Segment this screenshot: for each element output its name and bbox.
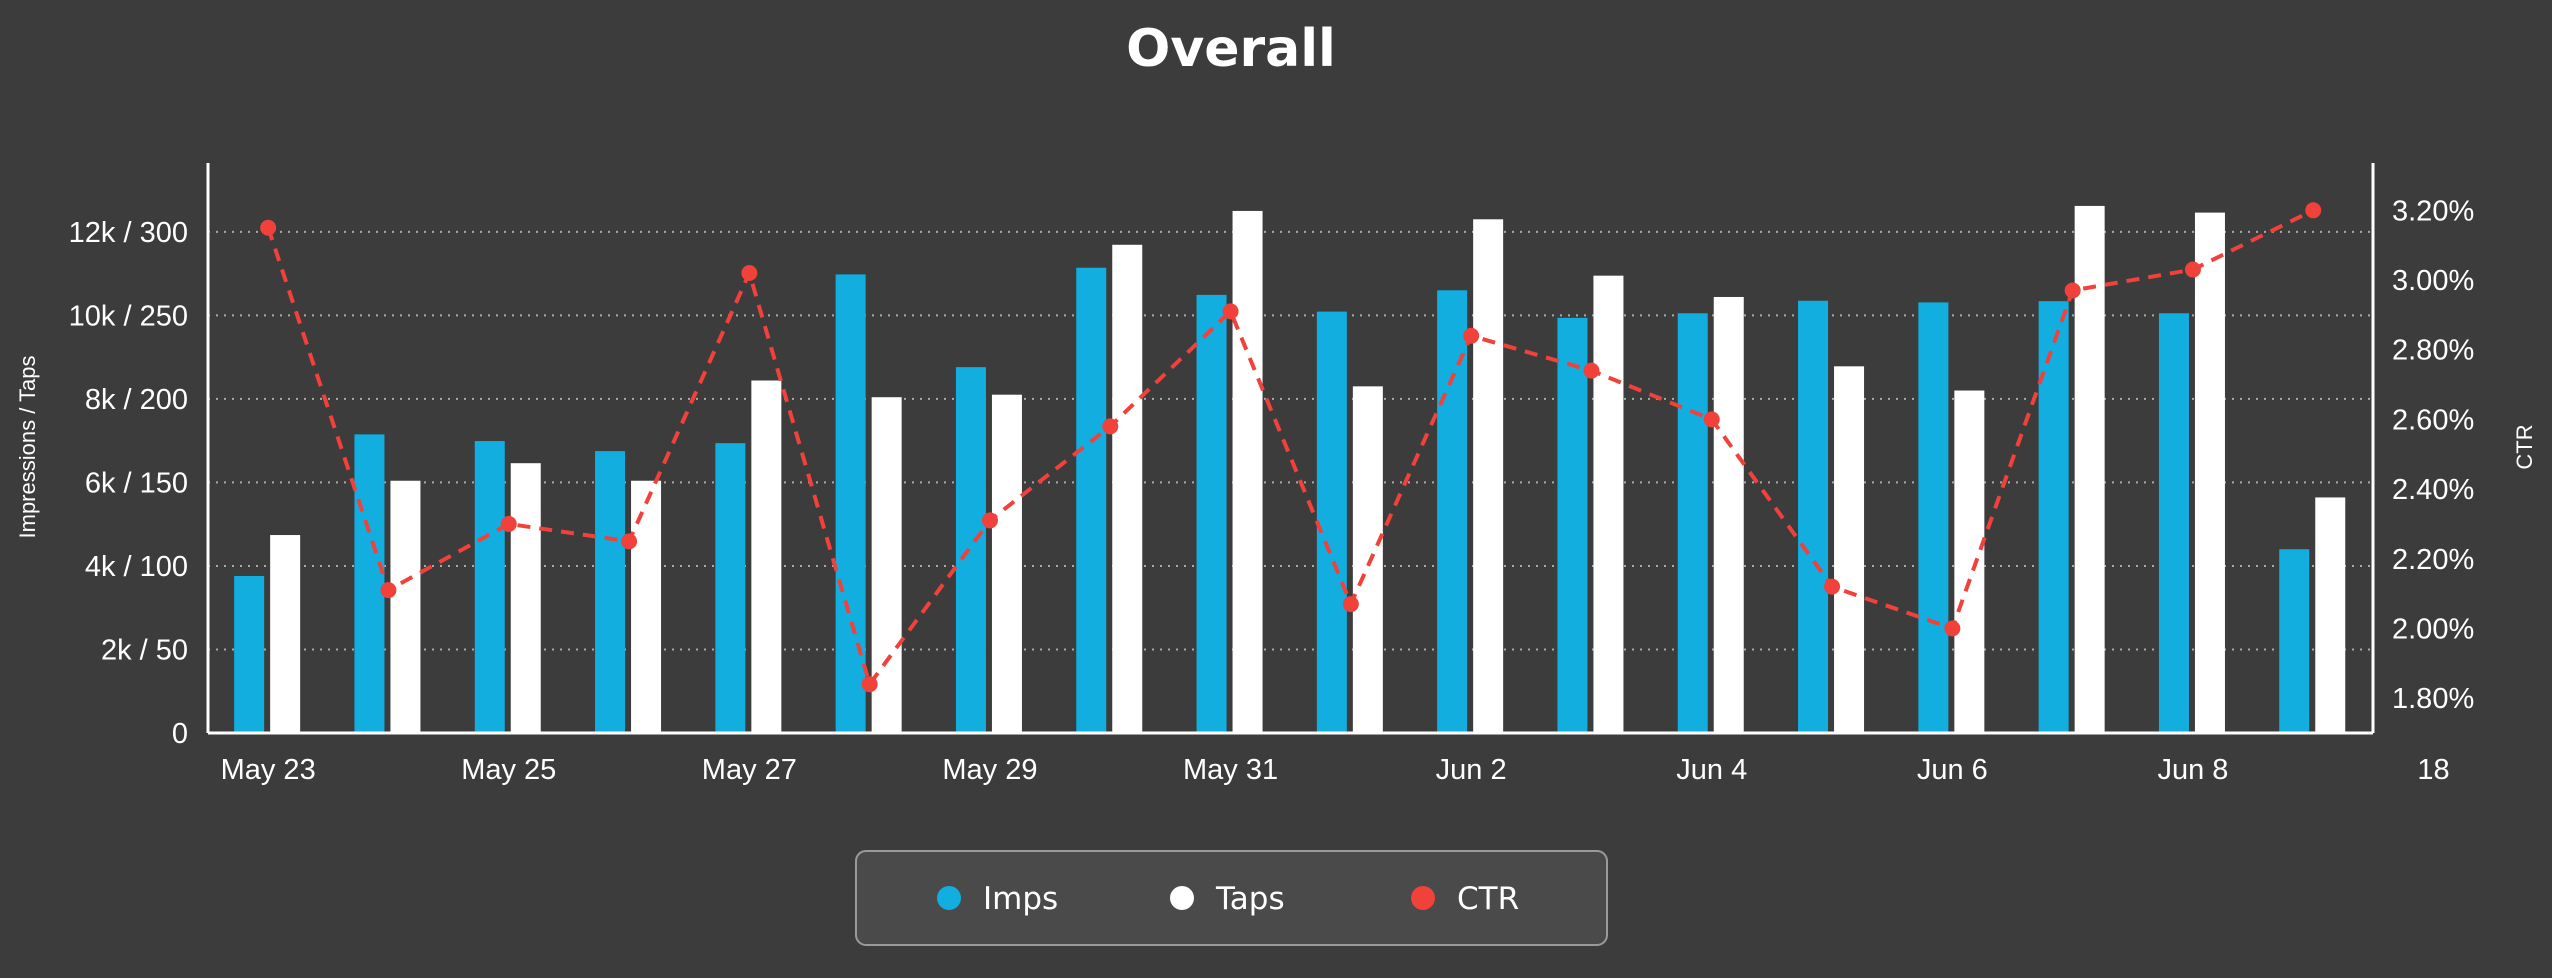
- bar-taps: [390, 480, 421, 733]
- ctr-point: [981, 512, 998, 529]
- legend-label-ctr: CTR: [1457, 881, 1519, 917]
- bar-taps: [1232, 210, 1263, 734]
- ctr-line-layer: [260, 202, 2322, 693]
- bar-imps: [835, 274, 866, 733]
- x-tick-label: May 23: [221, 754, 316, 786]
- legend-swatch-ctr: [1411, 886, 1435, 910]
- y-left-tick-label: 6k / 150: [85, 467, 188, 499]
- y-left-tick-label: 2k / 50: [101, 634, 188, 666]
- bar-imps: [715, 443, 746, 733]
- bar-imps: [955, 367, 986, 733]
- ctr-point: [1342, 596, 1359, 613]
- bar-imps: [1437, 290, 1468, 733]
- ctr-point: [380, 582, 397, 599]
- chart-title: Overall: [1126, 19, 1336, 79]
- bar-imps: [2158, 313, 2189, 733]
- bar-imps: [1557, 317, 1588, 733]
- ctr-point: [1222, 303, 1239, 320]
- bar-taps: [2074, 205, 2105, 733]
- bar-taps: [1954, 390, 1985, 733]
- bar-taps: [1713, 296, 1744, 733]
- bar-taps: [991, 394, 1022, 733]
- y-axis-right-label: CTR: [2512, 424, 2537, 469]
- legend-item-imps[interactable]: Imps: [937, 881, 1058, 917]
- bar-taps: [270, 535, 301, 733]
- bar-imps: [1316, 311, 1347, 733]
- ctr-point: [2064, 282, 2081, 299]
- bar-taps: [1593, 275, 1624, 733]
- y-right-tick-label: 3.00%: [2392, 265, 2474, 297]
- ctr-point: [1824, 578, 1841, 595]
- ctr-point: [500, 515, 517, 532]
- bar-taps: [2315, 497, 2346, 733]
- bar-taps: [1473, 219, 1504, 733]
- y-axis-left-label: Impressions / Taps: [15, 355, 40, 538]
- x-tick-label: May 27: [702, 754, 797, 786]
- ctr-line: [266, 208, 2315, 689]
- bar-taps: [1834, 366, 1865, 733]
- bar-taps: [751, 380, 782, 733]
- y-right-tick-label: 1.80%: [2392, 683, 2474, 715]
- legend-item-taps[interactable]: Taps: [1170, 881, 1285, 917]
- ctr-point: [260, 219, 277, 236]
- bar-imps: [1798, 300, 1829, 733]
- bar-taps: [510, 463, 541, 733]
- bar-taps: [631, 480, 662, 733]
- legend-box: [855, 850, 1608, 946]
- axes: 0 2k / 50 4k / 100 6k / 150 8k / 200 10k / 25…: [69, 163, 2474, 786]
- ctr-point: [2305, 202, 2322, 219]
- x-tick-label: May 29: [942, 754, 1037, 786]
- ctr-point: [2184, 261, 2201, 278]
- bar-taps: [2194, 212, 2225, 734]
- bar-imps: [1677, 313, 1708, 733]
- y-right-tick-label: 2.00%: [2392, 613, 2474, 645]
- legend-item-ctr[interactable]: CTR: [1411, 881, 1519, 917]
- bar-taps: [1352, 386, 1383, 733]
- bar-imps: [234, 575, 265, 733]
- bar-imps: [354, 434, 385, 733]
- y-right-tick-label: 2.40%: [2392, 474, 2474, 506]
- bar-taps: [1112, 244, 1143, 734]
- bar-imps: [2279, 549, 2310, 733]
- ctr-point: [1463, 327, 1480, 344]
- gridlines: [208, 230, 2373, 651]
- ctr-point: [861, 676, 878, 693]
- x-tick-label: May 25: [461, 754, 556, 786]
- x-tick-label: May 31: [1183, 754, 1278, 786]
- ctr-point: [741, 265, 758, 282]
- legend-swatch-imps: [937, 886, 961, 910]
- x-tick-label: 18: [2417, 754, 2449, 786]
- legend: Imps Taps CTR: [855, 850, 1608, 946]
- x-tick-label: Jun 8: [2157, 754, 2228, 786]
- legend-swatch-taps: [1170, 886, 1194, 910]
- y-right-tick-label: 2.20%: [2392, 544, 2474, 576]
- bar-imps: [474, 441, 505, 733]
- y-left-tick-label: 12k / 300: [69, 217, 188, 249]
- ctr-point: [621, 533, 638, 550]
- y-left-tick-label: 10k / 250: [69, 300, 188, 332]
- y-left-tick-label: 8k / 200: [85, 384, 188, 416]
- legend-label-taps: Taps: [1215, 881, 1285, 917]
- y-left-tick-label: 4k / 100: [85, 551, 188, 583]
- ctr-point: [1703, 411, 1720, 428]
- x-tick-label: Jun 6: [1917, 754, 1988, 786]
- y-left-tick-label: 0: [172, 718, 188, 750]
- bars: [234, 205, 2346, 734]
- legend-label-imps: Imps: [983, 881, 1058, 917]
- bar-imps: [1076, 267, 1107, 733]
- ctr-point: [1583, 362, 1600, 379]
- y-right-tick-label: 2.80%: [2392, 335, 2474, 367]
- bar-imps: [2038, 301, 2069, 733]
- bar-imps: [595, 451, 626, 733]
- y-right-tick-label: 2.60%: [2392, 404, 2474, 436]
- x-tick-label: Jun 2: [1436, 754, 1507, 786]
- x-tick-label: Jun 4: [1676, 754, 1747, 786]
- ctr-point: [1944, 620, 1961, 637]
- y-right-tick-label: 3.20%: [2392, 195, 2474, 227]
- bar-imps: [1918, 302, 1949, 733]
- bar-imps: [1196, 294, 1227, 733]
- ctr-point: [1102, 418, 1119, 435]
